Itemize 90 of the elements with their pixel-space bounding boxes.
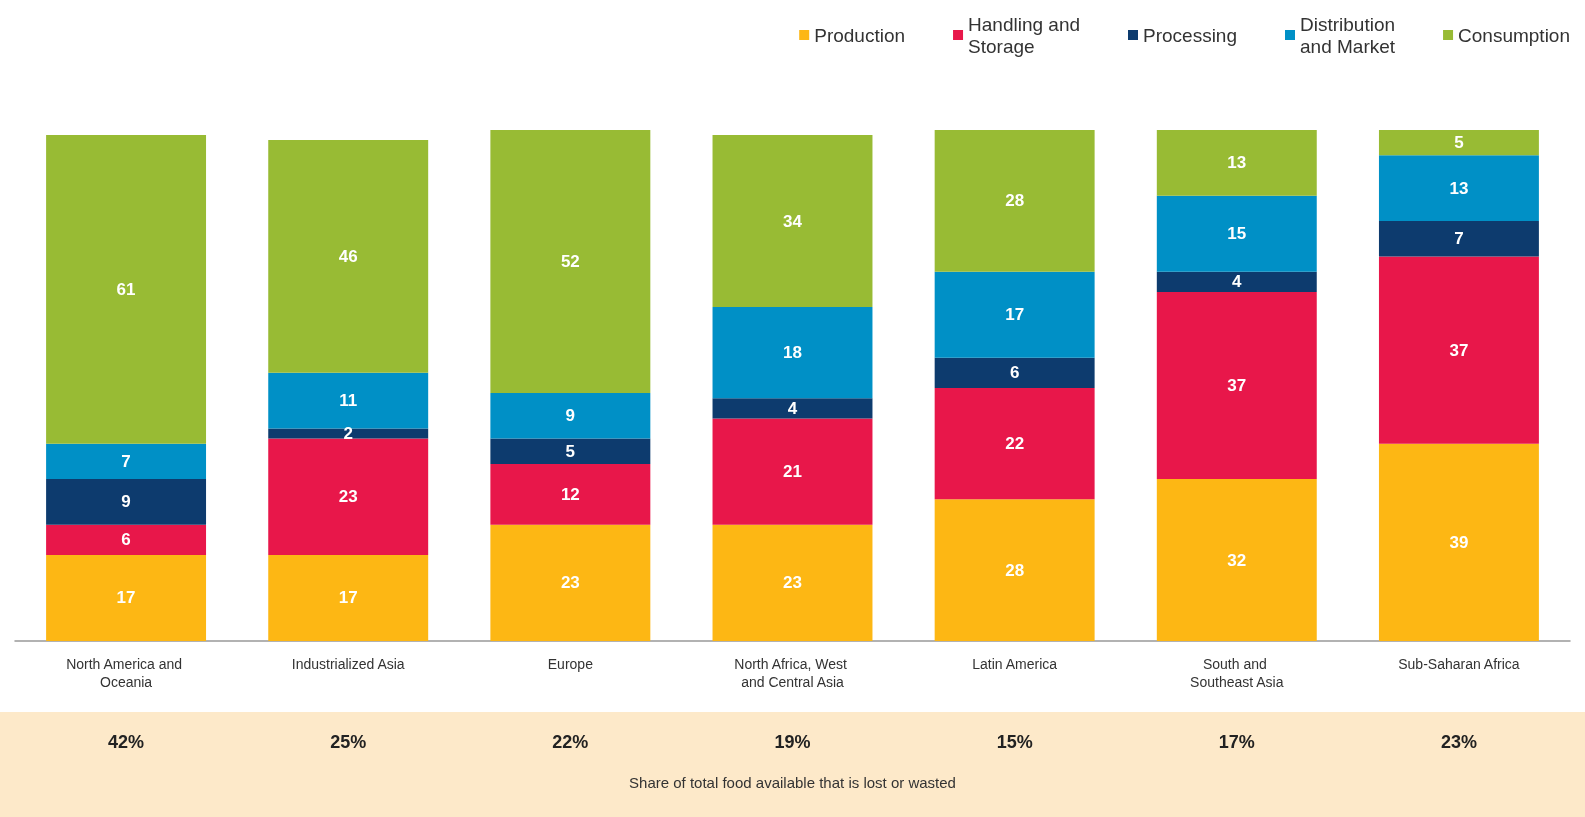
bar [1156,479,1317,641]
x-tick-label: Sub-Saharan Africa [1398,656,1520,672]
bar [1156,291,1317,480]
data-label: 6 [121,530,131,550]
data-label: 2 [343,424,353,444]
data-label: 32 [1227,550,1247,570]
x-tick-label: South and Southeast Asia [1190,656,1284,690]
bar [712,524,873,641]
text: 23% [1440,732,1477,752]
bar [490,438,651,464]
bar [268,428,429,439]
data-label: 17 [116,588,136,608]
bar [934,357,1095,389]
legend-label: Handling and Storage [968,13,1081,57]
data-label: 5 [1454,133,1464,153]
data-label: 4 [1232,272,1243,292]
legend-label: Processing [1143,24,1238,46]
data-label: 9 [565,406,576,426]
bar [1378,155,1539,222]
data-label: 7 [1454,229,1464,249]
data-label: 17 [338,588,358,608]
bar [712,307,873,399]
bar [490,393,651,439]
bar [712,418,873,525]
data-label: 37 [1227,376,1247,395]
bar [46,479,207,525]
legend-label: Production [814,24,906,46]
bar [1378,443,1539,641]
data-label: 23 [560,573,580,593]
data-label: 18 [783,343,802,363]
bar [268,140,429,373]
bar [712,135,873,308]
data-label: 6 [1009,363,1020,383]
bar [268,372,429,429]
bar [1378,221,1539,257]
bar [712,398,873,419]
data-label: 5 [565,441,576,461]
bar [934,271,1095,358]
text: 17% [1218,732,1255,752]
data-label: 4 [787,398,798,418]
legend-label: Consumption [1458,24,1570,46]
x-tick-label: North America and Oceania [66,656,186,690]
bar [46,443,207,480]
bar [1378,256,1539,444]
text: 19% [774,732,811,752]
text: 25% [330,732,367,752]
x-tick-label: North Africa, West and Central Asia [734,656,851,690]
data-label: 15 [1227,224,1247,244]
bar [268,438,429,555]
bar [1156,130,1317,196]
data-label: 13 [1227,153,1247,173]
bar [1156,195,1317,272]
data-label: 37 [1449,340,1469,360]
data-label: 46 [338,246,358,266]
data-label: 23 [338,487,358,507]
bar [46,135,207,444]
data-label: 61 [116,279,136,299]
text: 22% [552,732,589,752]
bar [490,524,651,641]
data-label: 34 [783,211,803,231]
data-label: 13 [1449,178,1469,198]
data-label: 28 [1005,560,1025,580]
data-label: 12 [560,484,580,504]
x-tick-label: Latin America [972,656,1058,672]
bar [268,554,429,641]
bar [1378,130,1539,156]
bar [46,554,207,641]
x-tick-label: Europe [547,656,594,672]
bar [490,130,651,394]
data-label: 21 [783,462,802,482]
bar [934,130,1095,272]
text: Share of total food available that is lost or wasted [629,773,956,791]
data-label: 22 [1005,434,1025,454]
text: 42% [108,732,145,752]
bar [490,463,651,525]
bar [1156,271,1317,292]
data-label: 39 [1449,532,1469,552]
bar [934,499,1095,641]
text: 15% [996,732,1033,752]
x-tick-label: Industrialized Asia [291,656,405,672]
data-label: 17 [1005,305,1025,325]
data-label: 11 [339,391,358,411]
data-label: 52 [560,252,580,272]
bar [46,524,207,555]
legend-label: Distribution and Market [1300,13,1396,57]
data-label: 28 [1005,191,1025,211]
bar [934,388,1095,500]
data-label: 7 [121,451,131,471]
data-label: 9 [121,492,131,512]
data-label: 23 [783,573,802,593]
